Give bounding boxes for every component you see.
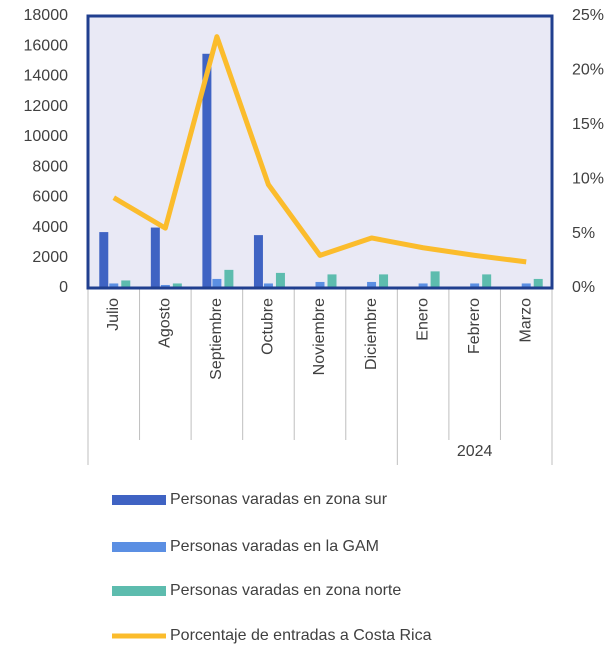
legend-label: Personas varadas en la GAM (170, 538, 379, 555)
bar (275, 272, 285, 288)
bar (99, 232, 109, 288)
bar (367, 281, 377, 288)
bar (533, 278, 543, 288)
legend-swatch (112, 495, 166, 505)
bar (121, 280, 131, 288)
x-tick-label: Enero (414, 298, 431, 341)
x-tick-label: Febrero (466, 298, 483, 354)
y-tick-label: 10000 (24, 128, 69, 145)
bar (160, 284, 170, 288)
bar (482, 274, 492, 288)
y2-tick-label: 0% (572, 279, 595, 296)
legend-swatch (112, 542, 166, 552)
bar (327, 274, 337, 288)
legend-swatch (112, 586, 166, 596)
bar (109, 283, 119, 288)
y-tick-label: 2000 (32, 249, 68, 266)
y-tick-label: 0 (59, 279, 68, 296)
y2-tick-label: 20% (572, 62, 604, 79)
x-tick-label: Agosto (157, 298, 174, 348)
bar (470, 283, 480, 288)
y-tick-label: 8000 (32, 158, 68, 175)
y2-tick-label: 25% (572, 7, 604, 24)
x-tick-label: Octubre (260, 298, 277, 355)
bar (172, 283, 182, 288)
y2-tick-label: 15% (572, 116, 604, 133)
x-tick-label: Septiembre (208, 298, 225, 380)
y2-tick-label: 5% (572, 225, 595, 242)
bar (263, 283, 273, 288)
y-tick-label: 18000 (24, 7, 69, 24)
x-tick-label: Noviembre (311, 298, 328, 375)
x-tick-label: Julio (105, 298, 122, 331)
y-tick-label: 14000 (24, 68, 69, 85)
line (112, 34, 527, 265)
bar (224, 269, 234, 288)
x-tick-label: Diciembre (363, 298, 380, 370)
plot-border (86, 14, 554, 290)
bar (315, 281, 325, 288)
plot-area (88, 16, 552, 288)
group-label: 2024 (457, 443, 493, 460)
x-tick-label: Marzo (517, 298, 534, 343)
y-tick-label: 16000 (24, 37, 69, 54)
legend-label: Personas varadas en zona sur (170, 491, 388, 508)
legend-label: Porcentaje de entradas a Costa Rica (170, 627, 432, 644)
legend-label: Personas varadas en zona norte (170, 582, 401, 599)
y-tick-label: 6000 (32, 189, 68, 206)
y2-tick-label: 10% (572, 170, 604, 187)
bar (150, 227, 160, 288)
y-tick-label: 4000 (32, 219, 68, 236)
bar (418, 283, 428, 288)
bar (253, 235, 263, 288)
bar (379, 274, 389, 288)
y-tick-label: 12000 (24, 98, 69, 115)
bar (212, 278, 222, 288)
bar (521, 283, 531, 288)
bar (430, 271, 440, 288)
bar (202, 53, 212, 289)
